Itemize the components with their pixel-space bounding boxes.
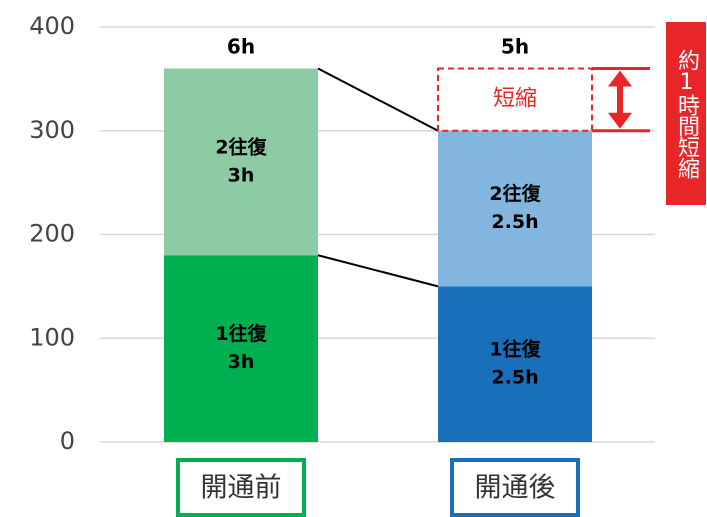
segment-value-label: 3h	[228, 164, 255, 186]
segment-label: 1往復	[215, 322, 267, 345]
segment-label: 2往復	[215, 135, 267, 158]
total-label: 6h	[227, 35, 255, 59]
arrow-head	[608, 70, 632, 129]
reduction-label: 短縮	[493, 87, 537, 112]
bar-segment	[438, 130, 592, 287]
y-tick-label: 400	[29, 12, 75, 40]
y-tick-label: 100	[29, 323, 75, 351]
reduction-box	[437, 67, 593, 132]
segment-label: 1往復	[489, 338, 541, 361]
category-box	[176, 458, 306, 517]
category-box	[450, 458, 580, 517]
bar-segment	[164, 255, 318, 442]
x-tick-label: 開通前	[201, 473, 282, 504]
segment-value-label: 3h	[228, 351, 255, 373]
y-tick-label: 200	[29, 220, 75, 248]
bar-segment	[164, 68, 318, 256]
segment-label: 2往復	[489, 182, 541, 205]
total-label: 5h	[501, 35, 529, 59]
y-tick-label: 300	[29, 116, 75, 144]
y-tick-label: 0	[60, 427, 75, 455]
segment-value-label: 2.5h	[491, 211, 538, 233]
segment-value-label: 2.5h	[491, 367, 538, 389]
connector	[317, 254, 439, 288]
connector	[317, 67, 439, 132]
x-tick-label: 開通後	[475, 473, 556, 504]
bar-segment	[438, 286, 592, 442]
annotation: 約1時間短縮	[666, 22, 706, 205]
